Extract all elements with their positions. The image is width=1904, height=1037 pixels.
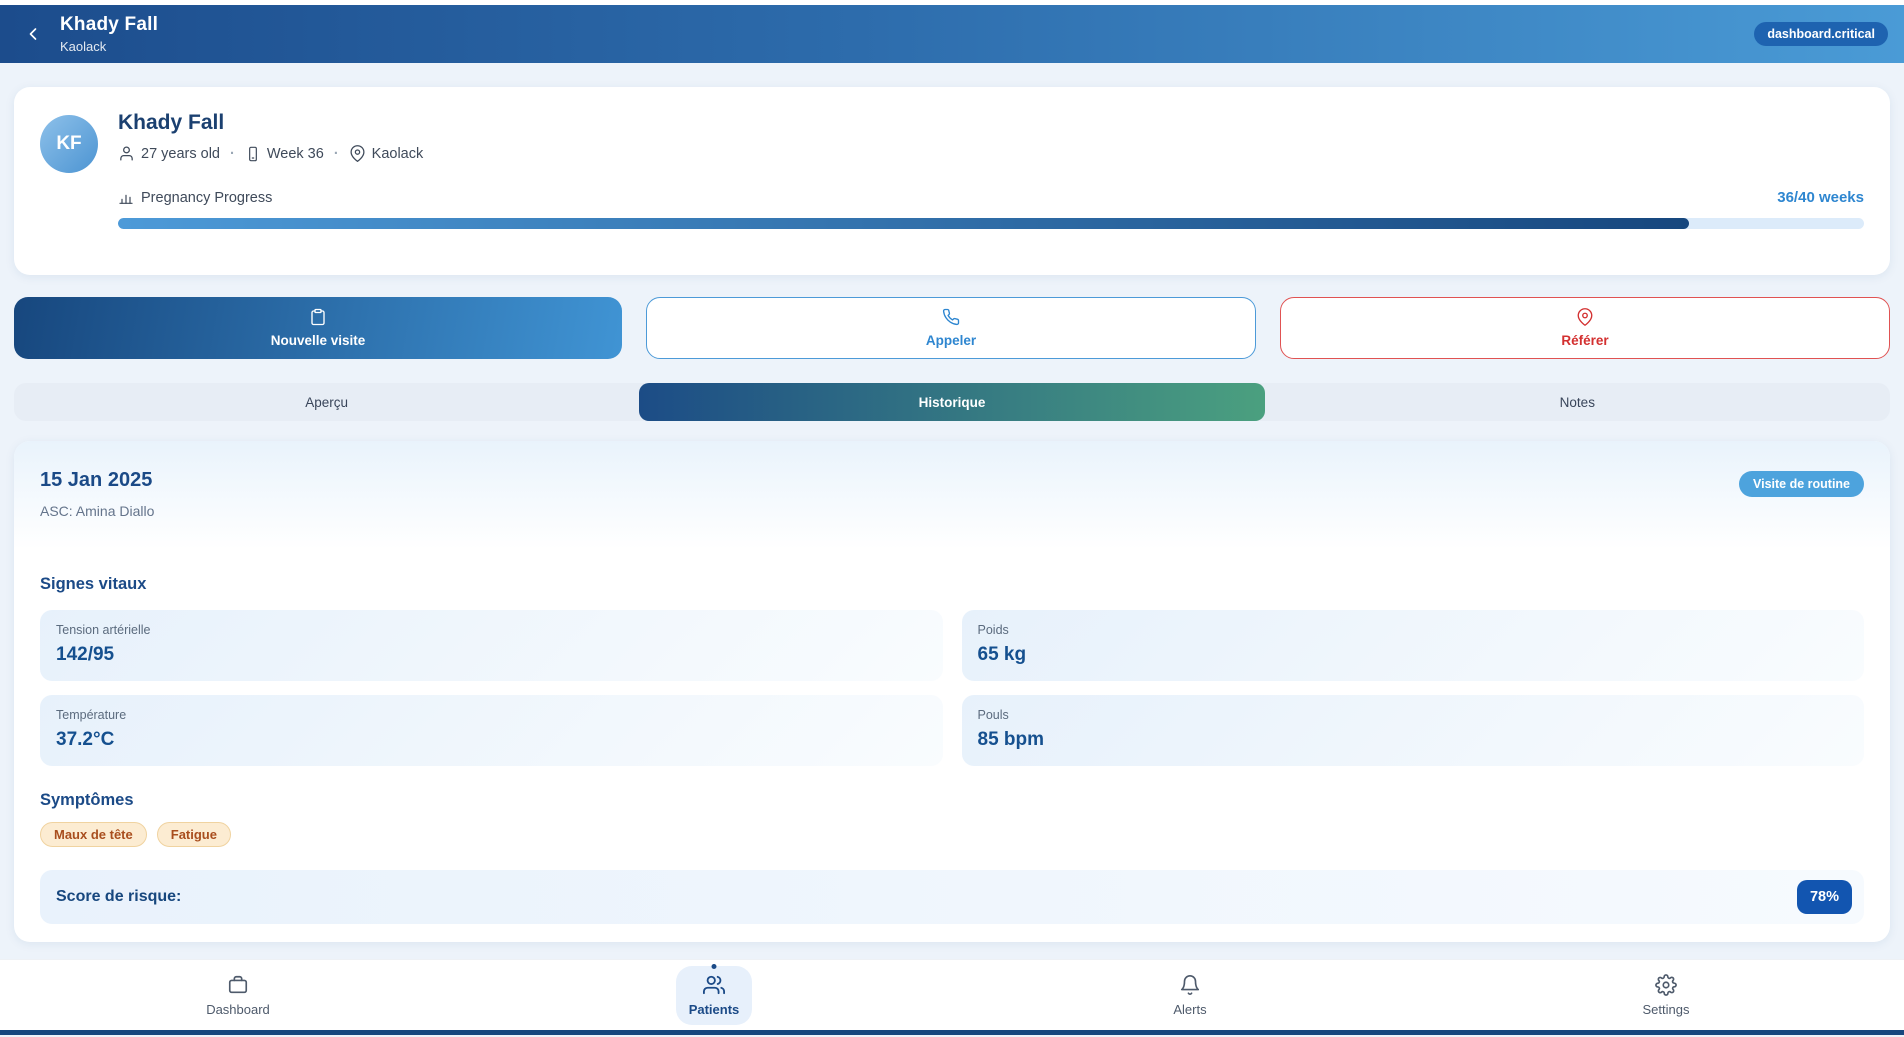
vital-label: Pouls <box>977 708 1009 722</box>
visit-type-badge: Visite de routine <box>1738 471 1864 497</box>
patient-age: 27 years old <box>118 145 220 162</box>
new-visit-label: Nouvelle visite <box>270 333 366 348</box>
patient-week: Week 36 <box>245 146 324 162</box>
pregnancy-progress-label: Pregnancy Progress <box>118 190 272 206</box>
app-header: Khady Fall Kaolack dashboard.critical <box>0 5 1904 63</box>
vital-card-weight: Poids 65 kg <box>961 610 1864 681</box>
patient-meta: 27 years old · Week 36 · Kaolack <box>118 145 1864 162</box>
chevron-left-icon <box>23 24 43 44</box>
header-titles: Khady Fall Kaolack <box>60 14 158 54</box>
bottom-nav: Dashboard Patients Alerts Settings <box>0 959 1904 1031</box>
symptom-tag: Maux de tête <box>40 822 147 847</box>
active-dot <box>711 964 717 969</box>
bell-icon <box>1179 974 1201 996</box>
refer-button[interactable]: Référer <box>1280 297 1890 359</box>
page-subtitle: Kaolack <box>60 39 107 54</box>
nav-label-dashboard: Dashboard <box>206 1002 270 1017</box>
gear-icon <box>1655 974 1677 996</box>
risk-score-badge: 78% <box>1796 880 1852 914</box>
nav-label-settings: Settings <box>1642 1002 1690 1017</box>
vital-value: 142/95 <box>56 644 115 665</box>
visit-date: 15 Jan 2025 <box>40 469 153 491</box>
vital-card-temperature: Température 37.2°C <box>40 695 943 766</box>
visit-header-left: 15 Jan 2025 ASC: Amina Diallo <box>40 469 154 519</box>
risk-score-label: Score de risque: <box>56 888 182 905</box>
vital-label: Poids <box>977 623 1009 637</box>
tab-notes[interactable]: Notes <box>1265 383 1890 421</box>
symptom-tag: Fatigue <box>156 822 231 847</box>
vital-label: Tension artérielle <box>56 623 151 637</box>
nav-item-dashboard[interactable]: Dashboard <box>0 960 476 1031</box>
back-button[interactable] <box>16 17 50 51</box>
vital-card-pulse: Pouls 85 bpm <box>961 695 1864 766</box>
pregnancy-progress-fill <box>118 218 1690 229</box>
nav-label-patients: Patients <box>688 1002 740 1017</box>
patient-card: KF Khady Fall 27 years old · Week 36 · <box>14 87 1890 275</box>
vitals-section-title: Signes vitaux <box>40 575 147 593</box>
page-title: Khady Fall <box>60 14 159 35</box>
route-badge: dashboard.critical <box>1754 22 1888 46</box>
risk-score-row: Score de risque: 78% <box>40 870 1864 924</box>
pregnancy-progress-row: Pregnancy Progress 36/40 weeks <box>118 189 1864 206</box>
avatar: KF <box>40 115 98 173</box>
users-icon <box>702 974 725 996</box>
user-icon <box>118 145 135 162</box>
meta-separator: · <box>230 145 235 162</box>
pregnancy-progress-bar <box>118 218 1864 229</box>
action-buttons-row: Nouvelle visite Appeler Référer <box>14 297 1890 359</box>
smartphone-icon <box>245 146 261 162</box>
patient-main: Khady Fall 27 years old · Week 36 · K <box>118 111 1864 229</box>
refer-label: Référer <box>1561 333 1609 348</box>
nav-item-settings[interactable]: Settings <box>1428 960 1904 1031</box>
map-pin-icon <box>349 145 366 162</box>
nav-item-alerts[interactable]: Alerts <box>952 960 1428 1031</box>
pregnancy-progress-text: Pregnancy Progress <box>141 189 273 206</box>
patient-week-label: Week 36 <box>266 145 324 162</box>
vital-value: 85 bpm <box>977 729 1045 750</box>
patient-age-label: 27 years old <box>141 145 220 162</box>
patient-name: Khady Fall <box>118 111 225 134</box>
vital-value: 65 kg <box>977 644 1027 665</box>
vital-value: 37.2°C <box>56 729 115 750</box>
vitals-grid: Tension artérielle 142/95 Poids 65 kg Te… <box>40 610 1864 766</box>
phone-icon <box>942 308 960 326</box>
clipboard-icon <box>309 308 327 326</box>
call-label: Appeler <box>925 333 977 348</box>
call-button[interactable]: Appeler <box>646 297 1256 359</box>
visit-header: 15 Jan 2025 ASC: Amina Diallo Visite de … <box>14 441 1890 555</box>
nav-item-patients[interactable]: Patients <box>476 960 952 1031</box>
vital-card-blood-pressure: Tension artérielle 142/95 <box>40 610 943 681</box>
tab-bar: Aperçu Historique Notes <box>14 383 1890 421</box>
tab-apercu[interactable]: Aperçu <box>14 383 639 421</box>
patient-location: Kaolack <box>349 145 424 162</box>
visit-card: 15 Jan 2025 ASC: Amina Diallo Visite de … <box>14 441 1890 942</box>
vital-label: Température <box>56 708 127 722</box>
nav-label-alerts: Alerts <box>1173 1002 1207 1017</box>
tab-historique[interactable]: Historique <box>639 383 1265 421</box>
meta-separator: · <box>333 145 339 162</box>
new-visit-button[interactable]: Nouvelle visite <box>14 297 622 359</box>
bottom-accent-strip <box>0 1030 1904 1035</box>
briefcase-icon <box>227 974 249 996</box>
bar-chart-icon <box>118 190 134 206</box>
visit-body: Signes vitaux Tension artérielle 142/95 … <box>14 555 1890 924</box>
patient-location-label: Kaolack <box>371 145 424 162</box>
visit-asc: ASC: Amina Diallo <box>40 503 155 519</box>
pregnancy-progress-value: 36/40 weeks <box>1777 189 1864 206</box>
symptom-tags: Maux de tête Fatigue <box>40 822 1864 847</box>
map-pin-icon <box>1576 308 1594 326</box>
status-strip <box>0 0 1904 5</box>
symptoms-section-title: Symptômes <box>40 791 134 809</box>
